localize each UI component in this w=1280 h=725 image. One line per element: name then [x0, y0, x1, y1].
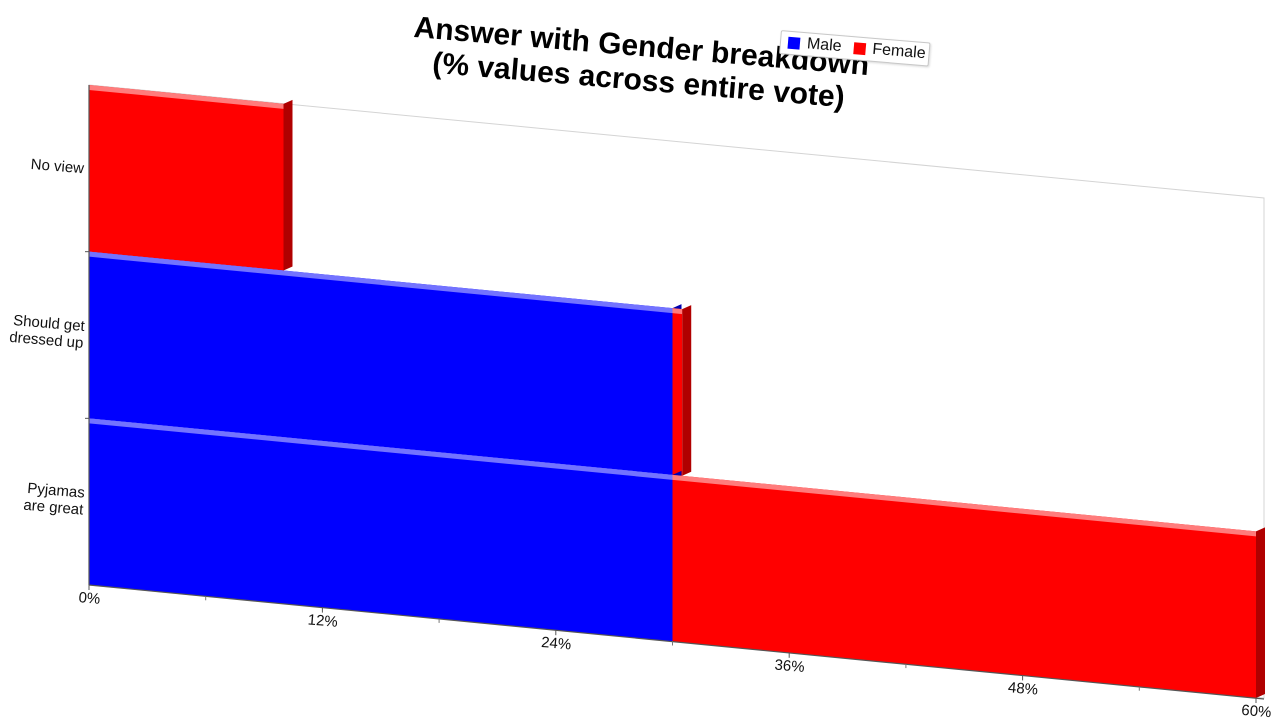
legend-label-female: Female	[871, 40, 927, 63]
bar-female-2-top	[672, 474, 1256, 537]
legend-swatch-female	[852, 42, 866, 56]
x-tick-label-1: 12%	[307, 611, 338, 630]
legend-item-male: Male	[787, 34, 842, 56]
bar-female-1-top	[672, 308, 683, 315]
bar-female-2-side	[1256, 527, 1265, 698]
bar-female-0-top	[89, 85, 284, 109]
bar-female-2	[672, 474, 1256, 698]
y-tick-label-0: No view	[30, 156, 85, 177]
bar-female-0-side	[283, 99, 293, 271]
axes-group: No view Should getdressed up Pyjamasare gr…	[9, 85, 1272, 721]
bar-female-1-side	[682, 305, 692, 476]
legend-label-male: Male	[806, 35, 843, 56]
y-tick-label-2: Pyjamasare great	[23, 480, 87, 519]
x-tick-label-5: 60%	[1241, 702, 1272, 720]
bar-female-0	[89, 85, 284, 271]
bar-male-1-top	[89, 251, 673, 314]
x-tick-label-4: 48%	[1007, 679, 1038, 698]
bar-male-1	[89, 251, 673, 475]
x-tick-label-2: 24%	[541, 634, 572, 653]
x-tick-label-3: 36%	[774, 657, 805, 676]
bar-male-2	[89, 418, 673, 642]
bars-group	[89, 85, 1265, 698]
legend-item-female: Female	[852, 39, 927, 63]
bar-female-1	[672, 308, 683, 476]
y-tick-label-1: Should getdressed up	[9, 312, 87, 352]
x-axis-line	[88, 584, 1265, 700]
legend-swatch-male	[787, 36, 801, 50]
bar-male-2-top	[89, 418, 673, 480]
x-tick-label-0: 0%	[78, 589, 101, 608]
